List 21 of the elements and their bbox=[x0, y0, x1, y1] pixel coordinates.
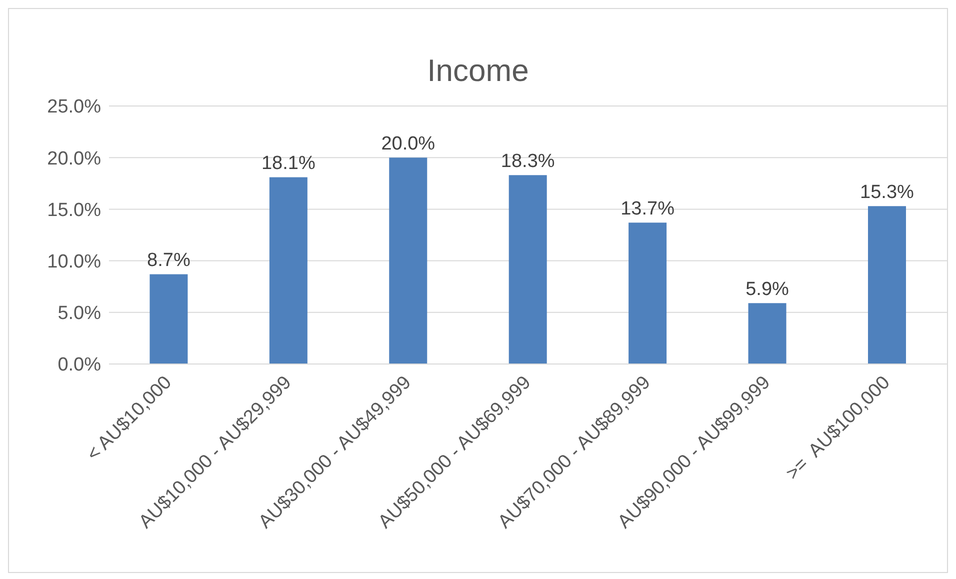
bar bbox=[150, 274, 188, 364]
bar bbox=[389, 158, 428, 364]
chart-title: Income bbox=[426, 52, 530, 89]
bar bbox=[269, 177, 308, 364]
y-tick-label: 15.0% bbox=[47, 200, 102, 221]
data-label: 18.1% bbox=[261, 153, 316, 174]
data-label: 5.9% bbox=[746, 279, 790, 300]
y-tick-label: 25.0% bbox=[47, 96, 102, 118]
bar bbox=[748, 303, 786, 364]
data-label: 20.0% bbox=[381, 134, 436, 155]
bar bbox=[628, 222, 667, 364]
data-label: 18.3% bbox=[500, 151, 555, 172]
y-tick-label: 5.0% bbox=[58, 303, 102, 324]
data-label: 15.3% bbox=[860, 182, 914, 204]
data-label: 13.7% bbox=[620, 198, 675, 220]
data-label: 8.7% bbox=[147, 250, 190, 272]
y-tick-label: 20.0% bbox=[47, 148, 102, 170]
y-tick-label: 0.0% bbox=[58, 354, 102, 376]
y-tick-label: 10.0% bbox=[47, 252, 102, 273]
bar bbox=[868, 206, 906, 364]
bar bbox=[508, 175, 547, 364]
